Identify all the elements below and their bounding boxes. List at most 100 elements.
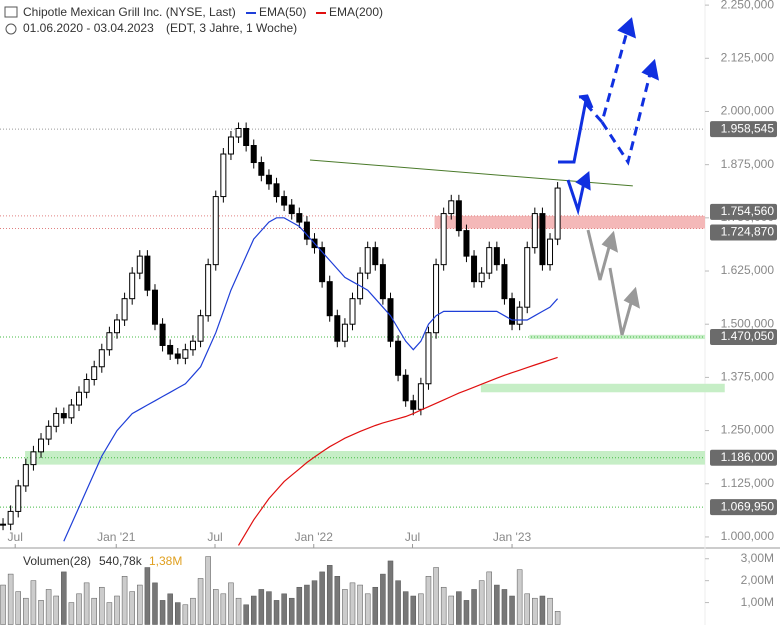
candle <box>387 298 394 342</box>
volume-bar <box>7 573 14 625</box>
volume-bar <box>372 586 379 625</box>
candle <box>250 145 257 164</box>
volume-bar <box>15 591 21 625</box>
level-label: 1.186,000 <box>721 450 775 464</box>
volume-tick-label: 3,00M <box>741 551 774 565</box>
candle <box>129 272 136 300</box>
candle <box>531 213 538 249</box>
x-tick-label: Jan '22 <box>295 530 334 544</box>
volume-bar <box>45 589 52 625</box>
candle <box>547 238 554 266</box>
candle <box>265 174 272 185</box>
legend-entry: EMA(50) <box>259 5 306 19</box>
candle <box>243 127 250 147</box>
volume-bar <box>266 591 272 625</box>
icon <box>5 23 17 35</box>
candle <box>113 319 120 334</box>
x-tick-label: Jul <box>207 530 222 544</box>
volume-bar <box>175 602 181 625</box>
candle <box>463 230 470 257</box>
candle <box>524 247 531 308</box>
zone <box>529 334 705 340</box>
level-label: 1.069,950 <box>721 499 775 513</box>
volume-bar <box>197 578 204 625</box>
volume-bar <box>273 600 280 625</box>
volume-tick-label: 2,00M <box>741 573 774 587</box>
candle <box>539 213 546 266</box>
candle <box>174 353 181 359</box>
subtitle-note: (EDT, 3 Jahre, 1 Woche) <box>166 21 297 35</box>
candle <box>151 289 158 325</box>
volume-bar <box>440 586 447 625</box>
volume-bar <box>380 573 386 625</box>
zone <box>480 383 725 393</box>
x-tick-label: Jan '21 <box>97 530 136 544</box>
volume-bar <box>539 595 546 625</box>
volume-bar <box>326 565 333 625</box>
level-label: 1.470,050 <box>721 329 775 343</box>
arrow-head <box>601 230 619 253</box>
candle <box>448 200 455 215</box>
volume-bar <box>235 597 242 625</box>
level-box <box>710 328 777 345</box>
candle <box>98 349 105 368</box>
candle <box>501 264 508 300</box>
candle <box>334 315 341 342</box>
candle <box>258 162 265 176</box>
volume-bar <box>220 593 227 625</box>
volume-bar <box>99 586 105 625</box>
volume-bar <box>23 597 29 625</box>
candle <box>364 247 371 274</box>
y-tick-label: 2.250,000 <box>721 0 775 11</box>
candle <box>349 298 356 325</box>
volume-bar <box>83 582 90 625</box>
candle <box>319 247 326 283</box>
level-label: 1.724,870 <box>721 225 775 239</box>
volume-bar <box>76 593 82 625</box>
volume-bar <box>114 595 120 625</box>
arrow-gray <box>586 229 613 281</box>
candle <box>455 200 462 232</box>
candle <box>509 298 516 325</box>
candle <box>0 523 7 526</box>
arrow-head <box>623 286 641 309</box>
candle <box>433 264 440 334</box>
candle <box>53 413 60 427</box>
candle <box>106 332 113 351</box>
candle <box>281 196 288 206</box>
x-tick-label: Jan '23 <box>493 530 532 544</box>
candle <box>30 451 37 466</box>
chart-title: Chipotle Mexican Grill Inc. (NYSE, Last) <box>23 5 236 19</box>
subtitle: 01.06.2020 - 03.04.2023 <box>23 21 154 35</box>
zone <box>25 450 705 465</box>
candle <box>516 306 523 325</box>
volume-bar <box>144 567 151 625</box>
candle <box>227 136 234 155</box>
volume-bar <box>167 593 173 625</box>
volume-bar <box>478 580 485 625</box>
arrow-head <box>617 17 636 39</box>
y-tick-label: 1.250,000 <box>721 423 775 437</box>
candle <box>22 464 29 487</box>
volume-bar <box>486 571 492 625</box>
candle <box>136 255 143 274</box>
candle <box>7 510 14 525</box>
candle <box>372 247 379 266</box>
arrow-head <box>575 171 591 191</box>
level-box <box>710 499 777 516</box>
candle <box>288 204 295 215</box>
volume-bar <box>425 576 432 625</box>
level-label: 1.754,560 <box>721 204 775 218</box>
arrow-dashed <box>584 27 630 126</box>
volume-bar <box>304 584 310 625</box>
x-tick-label: Jul <box>8 530 23 544</box>
candle <box>60 413 67 419</box>
volume-tick-label: 1,00M <box>741 595 774 609</box>
y-tick-label: 2.000,000 <box>721 104 775 118</box>
volume-bar <box>395 580 401 625</box>
volume-bar <box>547 597 553 625</box>
candle <box>189 340 196 351</box>
volume-bar <box>311 580 318 625</box>
arrow-gray <box>608 267 635 336</box>
